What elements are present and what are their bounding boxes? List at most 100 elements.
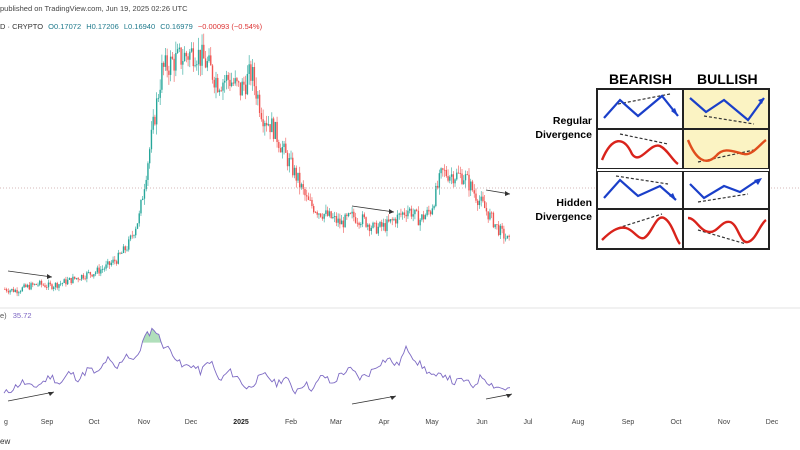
candle-body <box>265 122 268 126</box>
candle-body <box>295 167 297 181</box>
candle-body <box>70 277 72 284</box>
candle-body <box>234 78 236 84</box>
candle-body <box>335 216 338 223</box>
candle-body <box>241 81 243 96</box>
candle-body <box>82 274 85 279</box>
candle-body <box>86 272 88 279</box>
candle-body <box>119 252 121 254</box>
candle-body <box>456 172 458 180</box>
candle-body <box>203 44 205 59</box>
candle-body <box>422 214 425 220</box>
candle-body <box>260 113 263 120</box>
candle-body <box>382 223 385 227</box>
hidden-divergence-label: Hidden Divergence <box>528 196 592 224</box>
candle-body <box>135 228 137 236</box>
candle-body <box>306 195 308 197</box>
candle-body <box>180 47 182 65</box>
rsi-label: e) <box>0 311 7 320</box>
bullish-header: BULLISH <box>697 71 758 87</box>
candle-body <box>60 283 62 285</box>
x-tick-label: Sep <box>622 419 635 426</box>
candle-body <box>98 267 100 274</box>
candle-body <box>182 61 184 65</box>
symbol-ohlc-bar: D · CRYPTO O0.17072 H0.17206 L0.16940 C0… <box>0 22 262 31</box>
candle-body <box>304 189 306 196</box>
candle-body <box>161 62 163 90</box>
candle-body <box>122 246 125 253</box>
rsi-divergence-line <box>351 395 397 405</box>
candle-body <box>323 213 325 219</box>
candle-body <box>388 219 390 222</box>
candle-body <box>53 287 55 290</box>
candle-body <box>351 211 353 214</box>
candle-body <box>292 157 294 176</box>
candle-body <box>162 62 165 67</box>
candle-body <box>32 283 34 285</box>
candle-body <box>5 289 8 292</box>
candle-body <box>51 284 53 290</box>
regular-bullish-rsi-cell <box>683 129 769 169</box>
divergence-cheatsheet <box>596 88 770 250</box>
candle-body <box>112 259 114 263</box>
candle-body <box>408 208 411 211</box>
candle-body <box>396 214 399 224</box>
candle-body <box>155 98 158 125</box>
candle-body <box>105 264 107 269</box>
candle-body <box>173 58 175 71</box>
candle-body <box>309 199 311 201</box>
candle-body <box>231 82 233 87</box>
candle-body <box>23 284 25 288</box>
candle-body <box>253 67 256 87</box>
candle-body <box>147 163 149 180</box>
hidden-bearish-price-cell <box>597 171 683 209</box>
candle-body <box>251 67 254 81</box>
candle-body <box>508 235 510 237</box>
candle-body <box>428 209 430 212</box>
candle-body <box>80 274 83 280</box>
x-tick-label: Jul <box>524 419 533 426</box>
candle-body <box>7 291 10 293</box>
candle-body <box>499 225 502 236</box>
candle-body <box>489 212 491 220</box>
candle-body <box>258 94 261 114</box>
candle-body <box>274 121 277 139</box>
candle-body <box>321 216 324 219</box>
candle-body <box>244 84 247 95</box>
candle-body <box>136 223 139 229</box>
candle-body <box>325 210 327 214</box>
x-tick-label: Nov <box>718 419 731 426</box>
price-divergence-lines <box>7 189 511 279</box>
x-tick-label: May <box>425 419 439 426</box>
candle-body <box>365 217 367 227</box>
x-tick-label: Feb <box>285 419 297 426</box>
candle-body <box>286 152 289 167</box>
x-tick-label: Sep <box>41 419 54 426</box>
candle-body <box>459 173 461 174</box>
candle-body <box>361 214 364 225</box>
candle-body <box>19 291 22 293</box>
candle-body <box>414 209 416 215</box>
hidden-label-line1: Hidden <box>556 197 592 209</box>
candle-body <box>461 173 463 185</box>
x-tick-label: g <box>4 419 8 426</box>
candle-body <box>227 74 229 80</box>
candle-body <box>115 261 118 264</box>
candle-body <box>65 279 67 285</box>
x-tick-label: Dec <box>766 419 779 426</box>
candle-body <box>340 220 343 225</box>
candle-body <box>33 283 36 285</box>
candle-body <box>401 212 404 215</box>
candle-body <box>101 269 104 270</box>
candle-body <box>63 279 65 283</box>
candle-body <box>246 73 249 95</box>
candle-body <box>264 122 266 127</box>
symbol-label: D · CRYPTO <box>0 22 44 31</box>
candle-body <box>185 52 188 57</box>
rsi-line <box>3 327 511 395</box>
hidden-label-line2: Divergence <box>535 211 592 223</box>
candle-body <box>84 278 86 280</box>
x-tick-label: Nov <box>138 419 151 426</box>
candle-body <box>229 79 231 87</box>
candle-body <box>501 225 503 229</box>
candle-body <box>276 121 278 143</box>
